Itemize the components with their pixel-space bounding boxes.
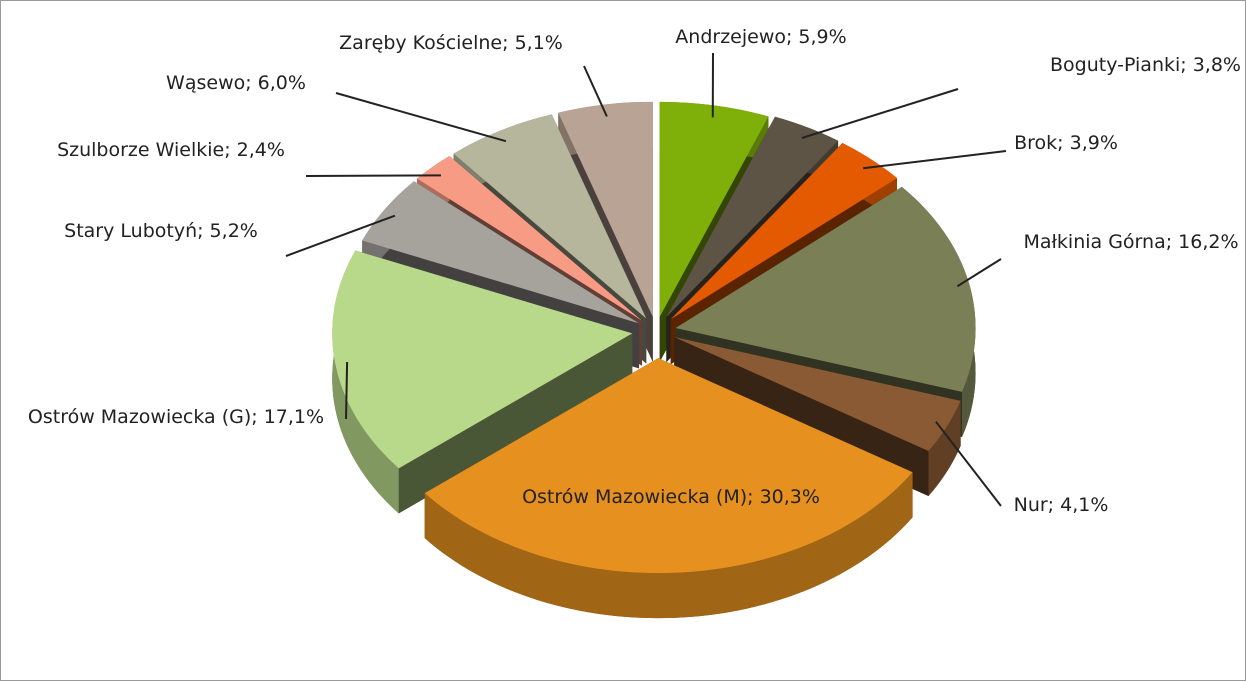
data-label: Nur; 4,1% <box>1013 494 1109 516</box>
data-label-box: Ostrów Mazowiecka (G); 17,1% <box>27 406 325 428</box>
data-label: Wąsewo; 6,0% <box>166 72 306 94</box>
data-label: Zaręby Kościelne; 5,1% <box>339 32 563 54</box>
slice-top <box>558 101 653 317</box>
data-label-box: Boguty-Pianki; 3,8% <box>1050 54 1241 76</box>
leader-line <box>285 214 396 257</box>
slice-side <box>332 250 399 514</box>
data-label-box: Szulborze Wielkie; 2,4% <box>57 139 285 161</box>
leader-line <box>956 258 1002 288</box>
slice-top <box>675 186 976 392</box>
leader-line <box>305 174 441 177</box>
data-label-box: Stary Lubotyń; 5,2% <box>64 220 258 242</box>
pie-slice <box>424 358 913 619</box>
slice-top <box>417 155 643 321</box>
leader-line <box>345 362 349 420</box>
data-label-box: Ostrów Mazowiecka (M); 30,3% <box>522 486 820 508</box>
data-label: Boguty-Pianki; 3,8% <box>1050 54 1241 76</box>
leader-line <box>863 150 1007 170</box>
data-label-box: Wąsewo; 6,0% <box>166 72 306 94</box>
slice-side <box>928 400 961 497</box>
data-label-box: Andrzejewo; 5,9% <box>675 26 847 48</box>
slice-top <box>666 116 839 318</box>
slice-top <box>659 101 769 317</box>
leader-line <box>335 92 507 143</box>
slice-top <box>670 142 897 320</box>
slice-top <box>453 114 647 319</box>
data-label: Małkinia Górna; 16,2% <box>1023 231 1239 253</box>
slice-top <box>424 358 913 574</box>
leader-line <box>801 88 959 139</box>
pie-slice <box>332 250 633 514</box>
leader-line <box>583 65 608 117</box>
data-label-box: Brok; 3,9% <box>1014 132 1118 154</box>
slice-top <box>362 181 640 324</box>
slice-side <box>424 472 913 619</box>
data-label: Ostrów Mazowiecka (M); 30,3% <box>522 486 820 508</box>
slice-wall <box>398 333 633 514</box>
data-label: Stary Lubotyń; 5,2% <box>64 220 258 242</box>
data-label: Andrzejewo; 5,9% <box>675 26 847 48</box>
data-label-box: Nur; 4,1% <box>1013 494 1109 516</box>
data-label: Brok; 3,9% <box>1014 132 1118 154</box>
leader-line <box>935 421 1002 507</box>
slice-top <box>332 250 633 469</box>
data-label-box: Małkinia Górna; 16,2% <box>1023 231 1239 253</box>
data-label: Szulborze Wielkie; 2,4% <box>57 139 285 161</box>
slice-top <box>674 336 961 452</box>
data-label: Ostrów Mazowiecka (G); 17,1% <box>27 406 325 428</box>
data-label-box: Zaręby Kościelne; 5,1% <box>339 32 563 54</box>
